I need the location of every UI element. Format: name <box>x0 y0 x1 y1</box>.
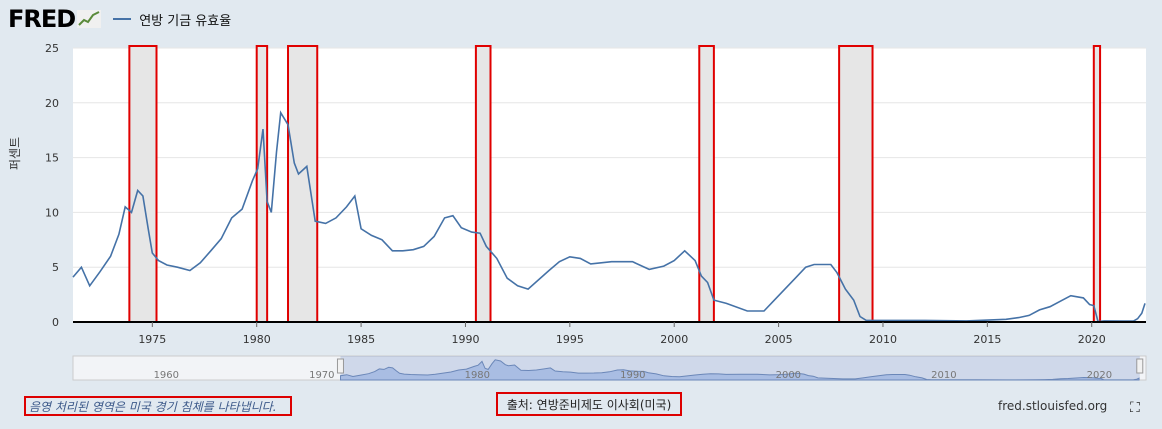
navigator-tick-label: 1970 <box>309 370 334 381</box>
recession-band <box>128 45 158 323</box>
navigator-handle[interactable] <box>336 358 344 374</box>
series-line <box>72 110 1146 323</box>
navigator-tick-label: 2010 <box>931 370 956 381</box>
x-tick-label: 2020 <box>1078 333 1106 346</box>
recession-band <box>838 45 874 323</box>
plot-background <box>73 48 1146 322</box>
navigator-tick-label: 1990 <box>620 370 645 381</box>
y-axis-title: 퍼센트 <box>8 136 22 170</box>
navigator-tick-label: 2000 <box>776 370 801 381</box>
fred-logo-graph-icon <box>77 10 102 28</box>
navigator-tick-label: 1960 <box>154 370 179 381</box>
x-tick-label: 1975 <box>138 333 166 346</box>
legend-label: 연방 기금 유효율 <box>139 13 232 29</box>
header: FRED 연방 기금 유효율 <box>8 4 231 34</box>
legend-line-icon <box>113 18 132 20</box>
fullscreen-icon[interactable]: ⛶ <box>1130 400 1140 416</box>
fred-logo[interactable]: FRED <box>8 5 76 33</box>
x-tick-label: 2005 <box>765 333 793 346</box>
x-tick-label: 2015 <box>973 333 1001 346</box>
x-tick-label: 1980 <box>243 333 271 346</box>
x-tick-label: 2000 <box>660 333 688 346</box>
x-tick-label: 1985 <box>347 333 375 346</box>
y-tick-label: 25 <box>45 42 59 55</box>
chart[interactable]: 0 5 10 15 20 25 1975 1980 1985 1990 1995 2000 2005 20… <box>0 0 1162 390</box>
y-tick-label: 0 <box>52 316 59 329</box>
navigator-tick-label: 2020 <box>1087 370 1112 381</box>
y-tick-label: 20 <box>45 97 59 110</box>
x-tick-label: 1990 <box>451 333 479 346</box>
recession-band <box>1092 45 1102 323</box>
y-tick-label: 10 <box>45 206 59 219</box>
x-tick-label: 1995 <box>556 333 584 346</box>
navigator-area <box>340 359 1140 381</box>
y-tick-label: 15 <box>45 152 59 165</box>
recession-band <box>474 45 492 323</box>
y-tick-label: 5 <box>52 261 59 274</box>
site-link[interactable]: fred.stlouisfed.org <box>998 399 1108 413</box>
recession-band <box>287 45 319 323</box>
source-note[interactable]: 출처: 연방준비제도 이사회(미국) <box>496 392 682 416</box>
navigator-tick-label: 1980 <box>465 370 490 381</box>
recession-note: 음영 처리된 영역은 미국 경기 침체를 나타냅니다. <box>24 396 292 416</box>
series-legend[interactable]: 연방 기금 유효율 <box>113 10 231 29</box>
navigator-handle[interactable] <box>1136 358 1144 374</box>
x-tick-label: 2010 <box>869 333 897 346</box>
